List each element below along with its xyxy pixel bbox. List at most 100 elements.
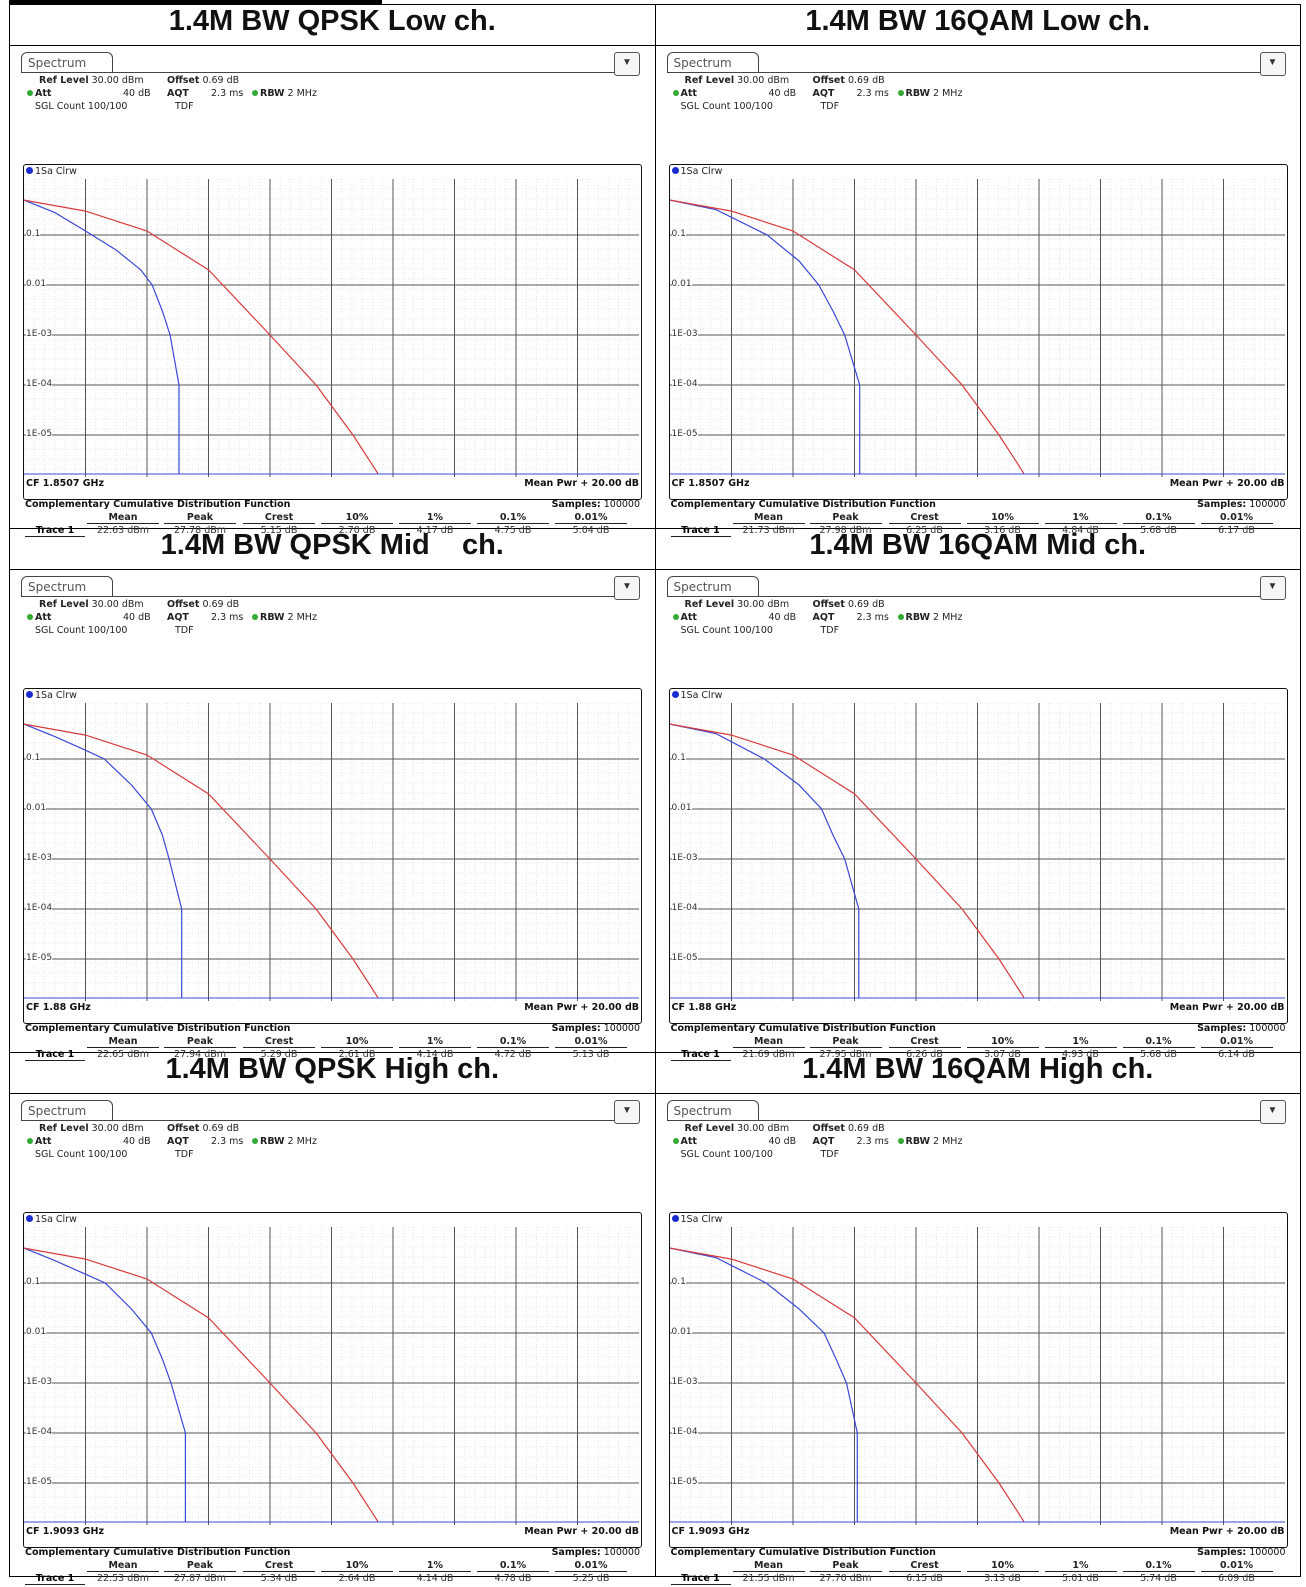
ccdf-plot: 1Sa Clrw 0.1 0.01 1E-03 1E-04 1E-05 CF 1.850…: [668, 164, 1288, 500]
att-value: 40 dB: [123, 1136, 151, 1147]
rbw-value: 2 MHz: [933, 612, 963, 623]
ccdf-stat-header: Crest: [243, 512, 315, 524]
rbw-label: RBW: [260, 88, 285, 99]
trace-color-icon: [671, 167, 679, 174]
preset-icon[interactable]: ▼: [614, 576, 640, 600]
trace-label: 1Sa Clrw: [671, 1214, 722, 1225]
preset-icon[interactable]: ▼: [614, 52, 640, 76]
tab-divider: [666, 72, 1286, 73]
rbw-value: 2 MHz: [287, 1136, 317, 1147]
ccdf-series-line: [669, 199, 1024, 474]
ref-level-label: Ref Level: [684, 75, 735, 86]
trace-name: Trace 1: [670, 525, 731, 537]
trace-label: 1Sa Clrw: [671, 690, 723, 701]
tab-spectrum[interactable]: Spectrum: [21, 1100, 113, 1120]
offset-value: 0.69 dB: [202, 1123, 240, 1134]
trace-label: 1Sa Clrw: [26, 166, 77, 177]
rbw-label: RBW: [905, 612, 931, 623]
plot-footer: CF 1.8507 GHz Mean Pwr + 20.00 dB: [672, 478, 1285, 489]
ccdf-stat-value: 22.63 dBm: [96, 525, 150, 536]
ccdf-stat-value: 27.70 dBm: [819, 1573, 872, 1584]
aqt-value: 2.3 ms: [211, 88, 244, 99]
ccdf-stat-header: 1%: [1044, 1036, 1117, 1048]
att-indicator-icon: [27, 90, 33, 96]
trace-mode: 1Sa Clrw: [680, 690, 723, 701]
tab-spectrum[interactable]: Spectrum: [666, 576, 759, 596]
aqt-label: AQT: [167, 1136, 189, 1147]
y-tick-label: 1E-05: [671, 429, 698, 439]
preset-icon[interactable]: ▼: [1259, 52, 1286, 76]
ccdf-stat-header: 0.1%: [1122, 1560, 1195, 1572]
ccdf-stat-value: 4.84 dB: [1062, 525, 1099, 536]
tab-spectrum[interactable]: Spectrum: [21, 52, 113, 72]
sgl-count: SGL Count 100/100: [680, 101, 773, 112]
att-indicator-icon: [27, 1138, 33, 1144]
center-frequency: CF 1.8507 GHz: [26, 478, 105, 489]
rbw-label: RBW: [260, 612, 285, 623]
preset-icon[interactable]: ▼: [614, 1100, 640, 1124]
rbw-label: RBW: [905, 88, 931, 99]
ccdf-stat-value: 4.14 dB: [416, 1573, 454, 1584]
rbw-indicator-icon: [252, 90, 258, 96]
offset-value: 0.69 dB: [847, 1123, 885, 1134]
offset-label: Offset: [812, 75, 845, 86]
mean-power-span: Mean Pwr + 20.00 dB: [524, 478, 639, 489]
ccdf-stat-value: 21.55 dBm: [742, 1573, 795, 1584]
aqt-value: 2.3 ms: [856, 1136, 889, 1147]
y-tick-label: 1E-03: [26, 329, 53, 339]
rbw-label: RBW: [905, 1136, 931, 1147]
ccdf-stat-value: 6.26 dB: [906, 1049, 943, 1060]
tdf-label: TDF: [820, 101, 840, 112]
ccdf-stat-value: 5.25 dB: [572, 1573, 610, 1584]
ccdf-stat-value: 5.29 dB: [260, 1049, 298, 1060]
ccdf-stat-header: 10%: [321, 1036, 393, 1048]
ccdf-series-line: [24, 723, 379, 998]
aqt-label: AQT: [812, 88, 835, 99]
ccdf-stat-header: Peak: [164, 1036, 236, 1048]
att-label: Att: [680, 1136, 697, 1147]
trace-label: 1Sa Clrw: [671, 166, 722, 177]
tab-divider: [21, 596, 640, 597]
panel-title: 1.4M BW QPSK Low ch.: [9, 4, 656, 46]
samples-label: Samples:: [1197, 499, 1247, 510]
rbw-value: 2 MHz: [287, 88, 317, 99]
ccdf-stat-header: Peak: [164, 1560, 236, 1572]
ccdf-plot-area: [669, 1227, 1285, 1525]
spectrum-screenshot: Spectrum ▼ Ref Level 30.00 dBm Offset 0.…: [654, 1093, 1301, 1585]
tab-spectrum[interactable]: Spectrum: [666, 1100, 759, 1120]
mean-power-span: Mean Pwr + 20.00 dB: [524, 1526, 639, 1537]
ccdf-title: Complementary Cumulative Distribution Fu…: [25, 499, 291, 510]
rbw-indicator-icon: [897, 90, 904, 96]
tab-divider: [21, 72, 640, 73]
ref-level-value: 30.00 dBm: [91, 75, 144, 86]
ccdf-table: Complementary Cumulative Distribution Fu…: [23, 1023, 640, 1063]
y-tick-label: 0.1: [26, 1277, 41, 1287]
samples-value: 100000: [1249, 1547, 1286, 1558]
samples-value: 100000: [603, 499, 640, 510]
ccdf-stat-header: 1%: [399, 512, 471, 524]
preset-icon[interactable]: ▼: [1259, 576, 1286, 600]
ccdf-stat-header: Crest: [888, 1560, 961, 1572]
tab-spectrum[interactable]: Spectrum: [666, 52, 759, 72]
samples-label: Samples:: [1197, 1547, 1247, 1558]
y-tick-label: 0.01: [26, 279, 47, 289]
y-tick-label: 1E-05: [26, 429, 53, 439]
y-tick-label: 1E-03: [26, 1377, 53, 1387]
trace-color-icon: [26, 1215, 33, 1222]
preset-icon[interactable]: ▼: [1259, 1100, 1286, 1124]
ccdf-stat-value: 6.14 dB: [1218, 1049, 1255, 1060]
samples-count: Samples: 100000: [552, 499, 640, 510]
analyzer-window: Spectrum ▼ Ref Level 30.00 dBm Offset 0.…: [661, 574, 1290, 1061]
tab-spectrum[interactable]: Spectrum: [21, 576, 113, 596]
y-tick-label: 1E-03: [671, 329, 698, 339]
y-tick-label: 1E-05: [26, 953, 53, 963]
samples-value: 100000: [1249, 499, 1286, 510]
y-tick-label: 0.1: [671, 1277, 686, 1287]
ccdf-stat-value: 27.94 dBm: [173, 1049, 227, 1060]
y-tick-label: 0.1: [26, 229, 41, 239]
ccdf-stat-header: 0.1%: [1122, 512, 1195, 524]
y-tick-label: 1E-03: [671, 1377, 698, 1387]
ccdf-table: Complementary Cumulative Distribution Fu…: [23, 499, 640, 539]
samples-value: 100000: [603, 1023, 640, 1034]
offset-label: Offset: [167, 75, 200, 86]
